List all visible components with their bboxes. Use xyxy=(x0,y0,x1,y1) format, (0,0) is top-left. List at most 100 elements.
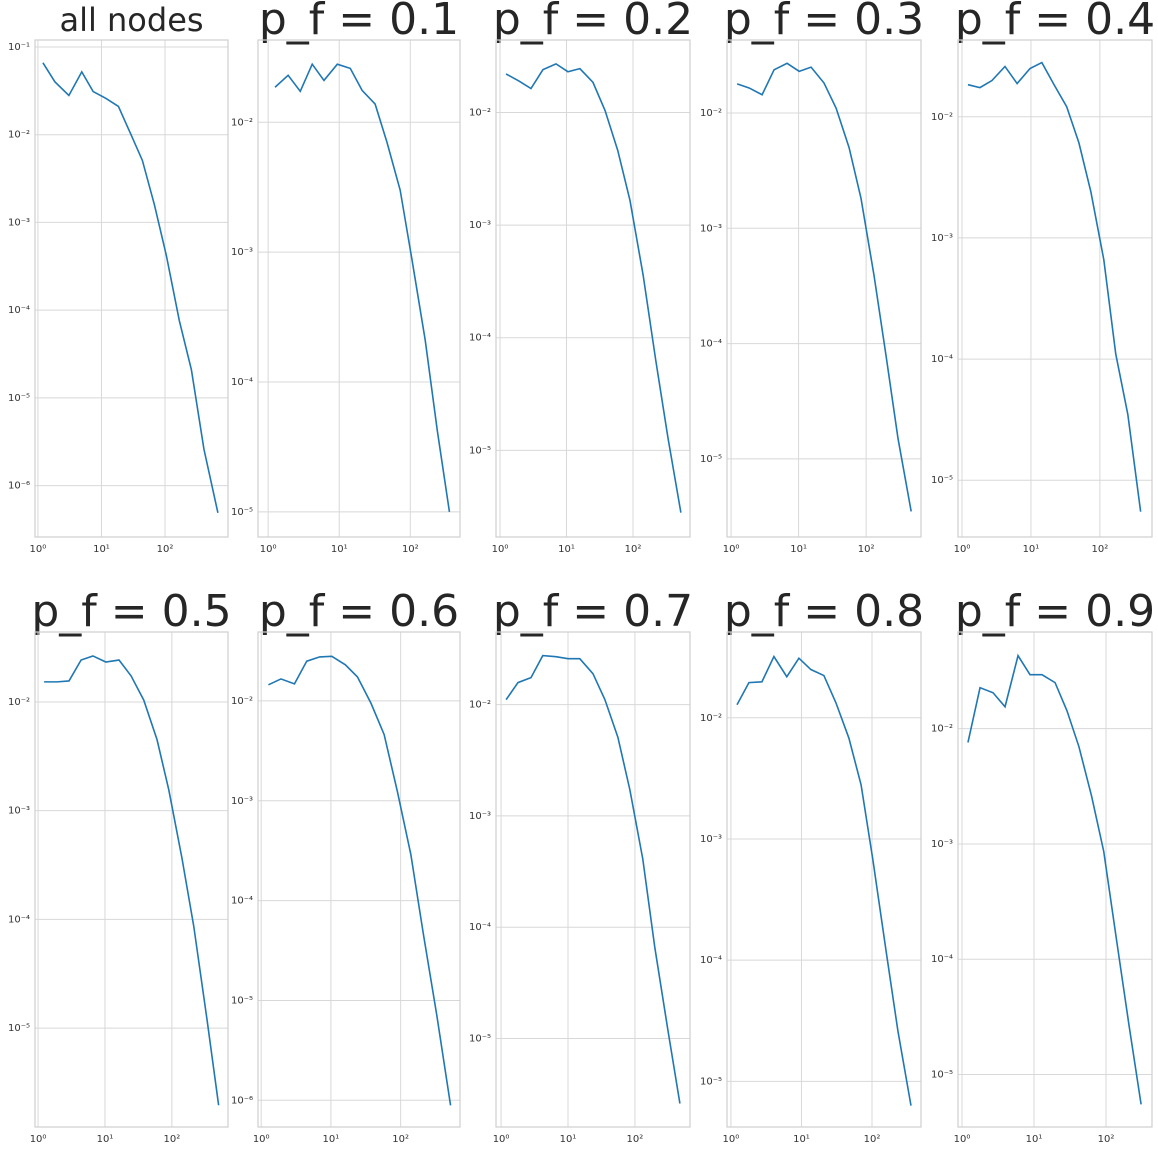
plot-frame xyxy=(34,39,229,538)
plot-frame xyxy=(726,39,922,538)
plot-frame xyxy=(257,631,461,1128)
y-tick-label: 10⁻² xyxy=(931,724,953,735)
y-tick-label: 10⁻⁵ xyxy=(8,1023,30,1034)
x-tick-label: 10¹ xyxy=(790,544,807,555)
y-tick-label: 10⁻⁴ xyxy=(231,896,253,907)
y-tick-label: 10⁻⁵ xyxy=(231,507,253,518)
y-tick-label: 10⁻³ xyxy=(231,247,253,258)
y-tick-label: 10⁻² xyxy=(231,696,253,707)
chart-title: p_f = 0.5 xyxy=(31,586,231,637)
y-tick-label: 10⁻² xyxy=(8,697,30,708)
x-tick-label: 10¹ xyxy=(793,1134,810,1145)
x-tick-label: 10⁰ xyxy=(253,1134,270,1145)
data-line xyxy=(505,62,682,513)
data-line xyxy=(274,62,451,512)
x-tick-label: 10² xyxy=(864,1134,881,1145)
y-tick-label: 10⁻³ xyxy=(469,220,491,231)
x-tick-label: 10¹ xyxy=(97,1134,114,1145)
data-line xyxy=(736,62,912,512)
y-tick-label: 10⁻² xyxy=(931,112,953,123)
y-tick-label: 10⁻² xyxy=(469,107,491,118)
data-line xyxy=(268,655,452,1106)
plot-frame xyxy=(495,39,691,538)
y-tick-label: 10⁻² xyxy=(231,117,253,128)
y-tick-label: 10⁻⁴ xyxy=(469,333,491,344)
x-tick-label: 10⁰ xyxy=(260,544,277,555)
x-tick-label: 10¹ xyxy=(560,1134,577,1145)
data-line xyxy=(42,62,219,514)
y-tick-label: 10⁻⁴ xyxy=(469,922,491,933)
y-tick-label: 10⁻³ xyxy=(700,834,722,845)
data-line xyxy=(967,653,1142,1105)
y-tick-label: 10⁻³ xyxy=(8,217,30,228)
y-tick-label: 10⁻³ xyxy=(469,811,491,822)
x-tick-label: 10⁰ xyxy=(30,1134,47,1145)
x-tick-label: 10² xyxy=(1098,1134,1115,1145)
y-tick-label: 10⁻³ xyxy=(700,223,722,234)
y-tick-label: 10⁻⁴ xyxy=(700,955,722,966)
y-tick-label: 10⁻² xyxy=(700,108,722,119)
x-tick-label: 10² xyxy=(858,544,875,555)
y-tick-label: 10⁻⁵ xyxy=(469,1033,491,1044)
x-tick-label: 10² xyxy=(164,1134,181,1145)
y-tick-label: 10⁻¹ xyxy=(8,42,30,53)
y-tick-label: 10⁻⁴ xyxy=(931,354,953,365)
y-tick-label: 10⁻⁵ xyxy=(700,1076,722,1087)
y-tick-label: 10⁻⁵ xyxy=(931,1069,953,1080)
x-tick-label: 10² xyxy=(392,1134,409,1145)
y-tick-label: 10⁻⁵ xyxy=(231,995,253,1006)
y-tick-label: 10⁻² xyxy=(700,713,722,724)
x-tick-label: 10¹ xyxy=(323,1134,340,1145)
y-tick-label: 10⁻⁴ xyxy=(931,954,953,965)
y-tick-label: 10⁻³ xyxy=(8,806,30,817)
y-tick-label: 10⁻⁴ xyxy=(700,339,722,350)
x-tick-label: 10⁰ xyxy=(954,1134,971,1145)
chart-title: p_f = 0.8 xyxy=(724,586,924,637)
x-tick-label: 10² xyxy=(625,544,642,555)
data-line xyxy=(967,61,1142,512)
chart-title: all nodes xyxy=(59,1,203,39)
chart-title: p_f = 0.6 xyxy=(259,586,459,637)
x-tick-label: 10⁰ xyxy=(723,544,740,555)
plot-frame xyxy=(957,39,1153,538)
data-line xyxy=(44,655,220,1106)
chart-title: p_f = 0.3 xyxy=(724,0,924,45)
x-tick-label: 10⁰ xyxy=(954,544,971,555)
x-tick-label: 10⁰ xyxy=(492,544,509,555)
x-tick-label: 10¹ xyxy=(331,544,348,555)
data-line xyxy=(736,654,912,1106)
x-tick-label: 10⁰ xyxy=(723,1134,740,1145)
x-tick-label: 10⁰ xyxy=(493,1134,510,1145)
plot-frame xyxy=(957,631,1153,1128)
chart-title: p_f = 0.7 xyxy=(493,586,693,637)
chart-title: p_f = 0.9 xyxy=(955,586,1155,637)
x-tick-label: 10⁰ xyxy=(30,544,47,555)
plot-frame xyxy=(34,631,229,1128)
x-tick-label: 10² xyxy=(627,1134,644,1145)
y-tick-label: 10⁻⁵ xyxy=(700,454,722,465)
y-tick-label: 10⁻⁵ xyxy=(469,445,491,456)
x-tick-label: 10¹ xyxy=(93,544,110,555)
y-tick-label: 10⁻⁴ xyxy=(8,914,30,925)
y-tick-label: 10⁻⁶ xyxy=(231,1095,253,1106)
x-tick-label: 10¹ xyxy=(558,544,575,555)
y-tick-label: 10⁻⁴ xyxy=(8,305,30,316)
plot-frame xyxy=(257,39,461,538)
x-tick-label: 10¹ xyxy=(1023,544,1040,555)
y-tick-label: 10⁻³ xyxy=(931,233,953,244)
chart-title: p_f = 0.4 xyxy=(955,0,1155,45)
plot-frame xyxy=(726,631,922,1128)
x-tick-label: 10¹ xyxy=(1026,1134,1043,1145)
chart-title: p_f = 0.2 xyxy=(493,0,693,45)
y-tick-label: 10⁻³ xyxy=(931,839,953,850)
y-tick-label: 10⁻⁵ xyxy=(931,475,953,486)
plot-frame xyxy=(495,631,691,1128)
y-tick-label: 10⁻⁶ xyxy=(8,481,30,492)
y-tick-label: 10⁻² xyxy=(469,700,491,711)
y-tick-label: 10⁻⁵ xyxy=(8,393,30,404)
y-tick-label: 10⁻³ xyxy=(231,796,253,807)
x-tick-label: 10² xyxy=(157,544,174,555)
x-tick-label: 10² xyxy=(402,544,419,555)
x-tick-label: 10² xyxy=(1092,544,1109,555)
